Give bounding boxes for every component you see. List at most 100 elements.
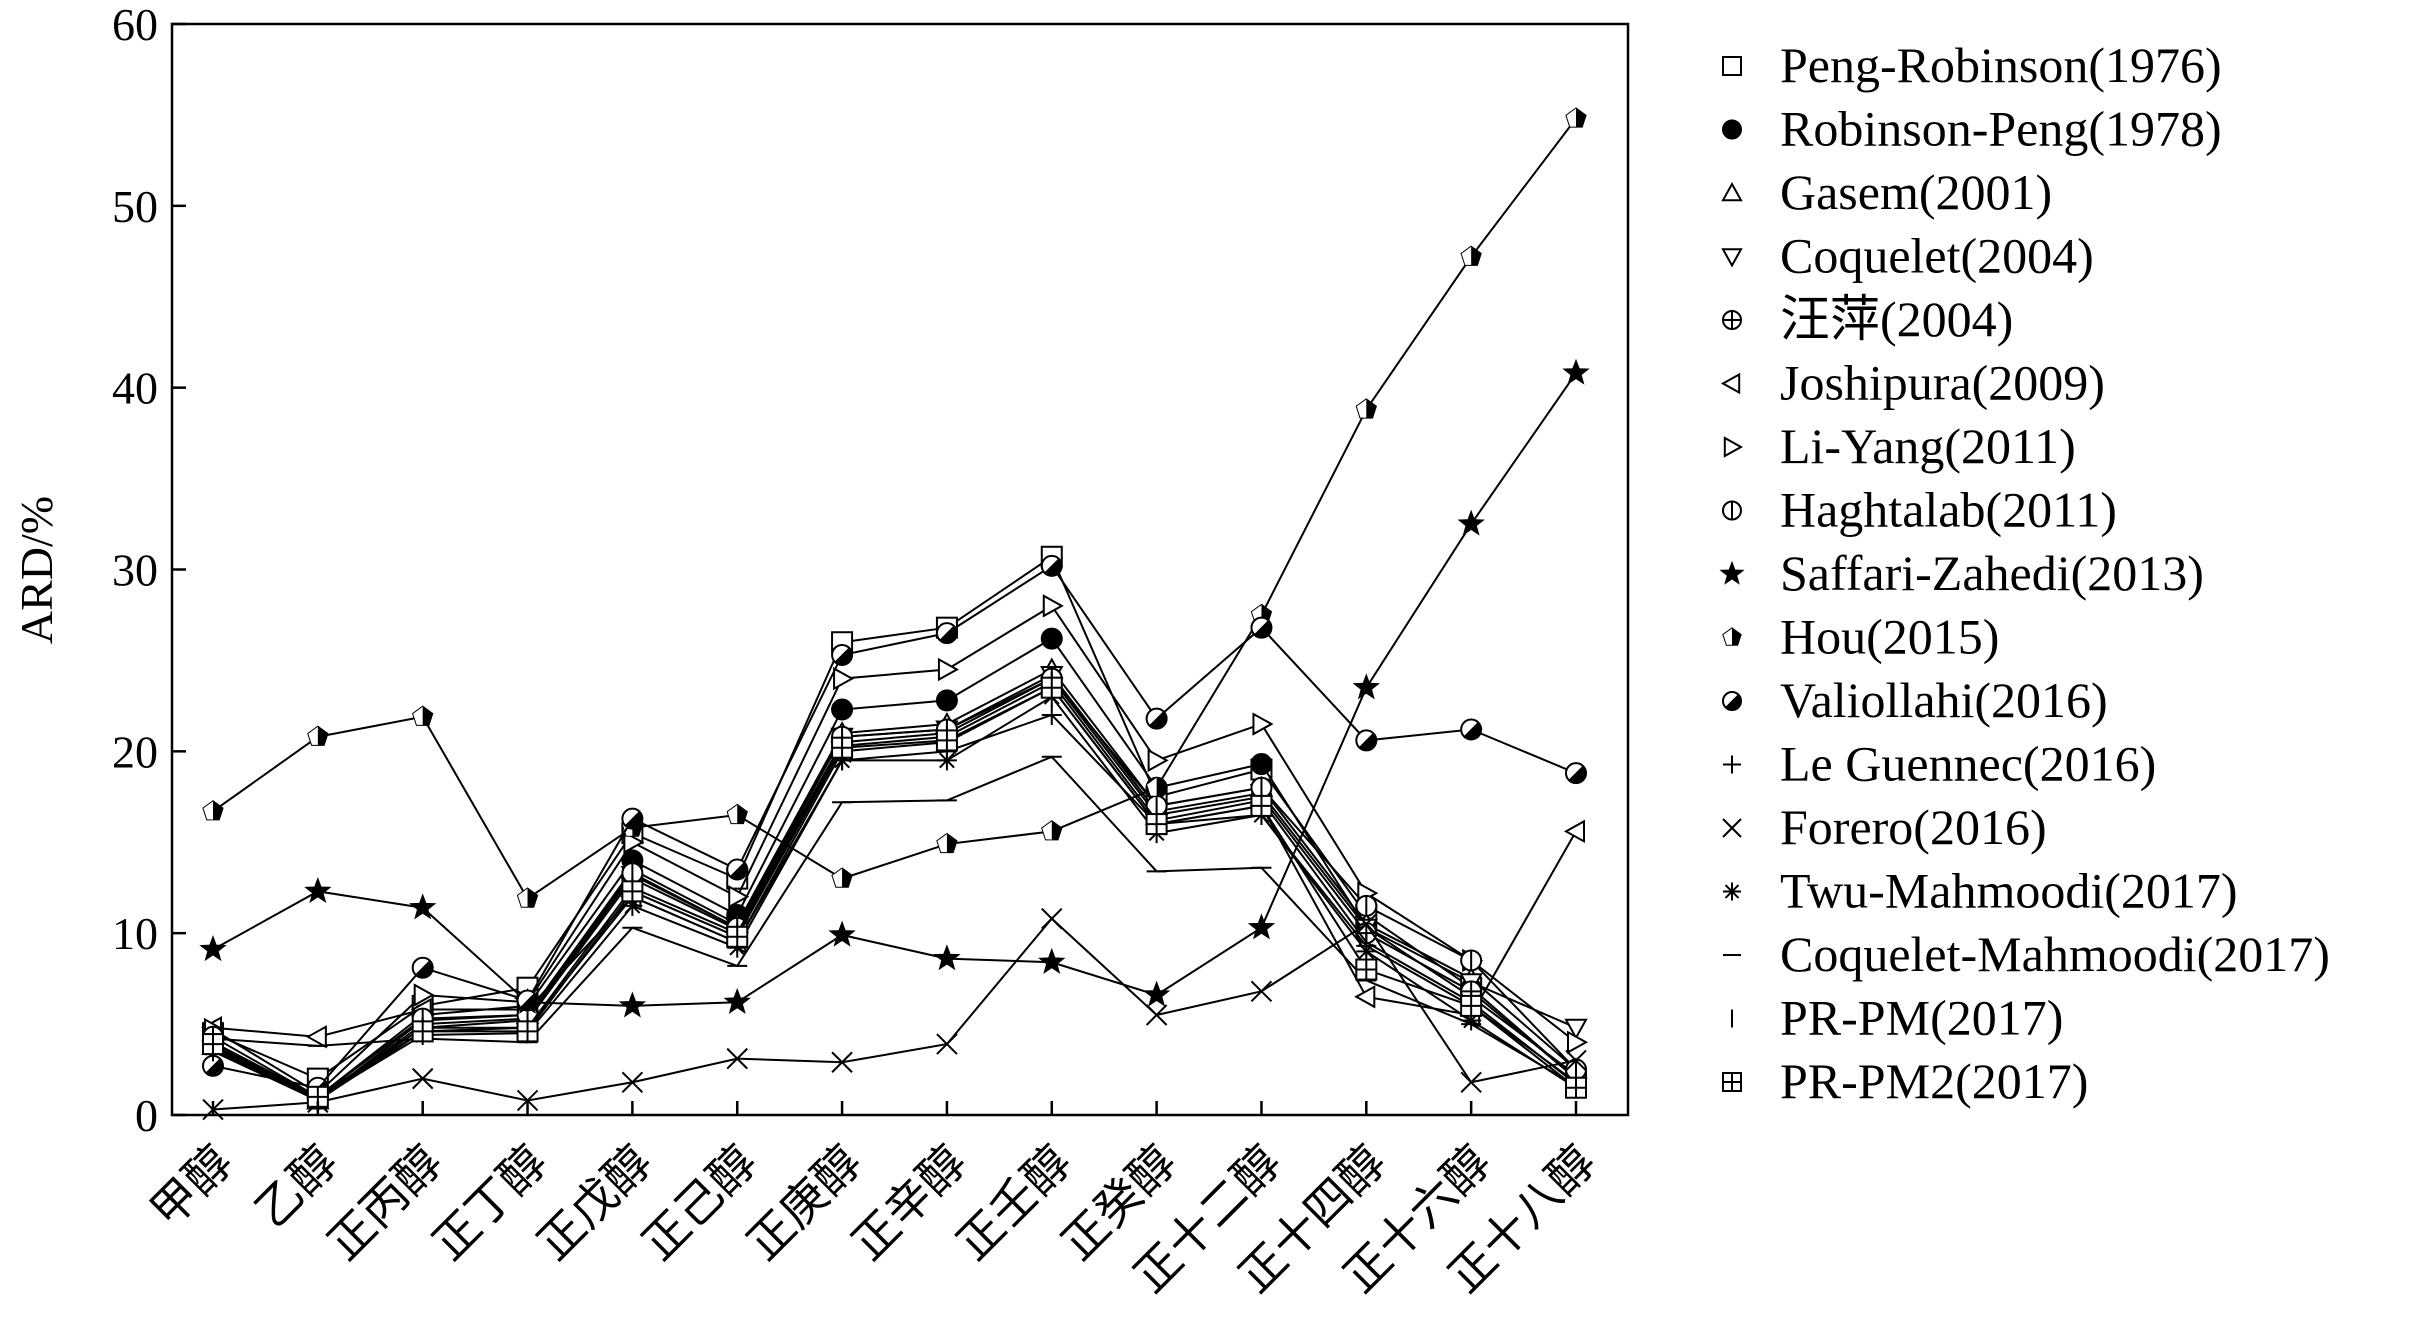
legend-label-12: Le Guennec(2016) (1780, 736, 2156, 792)
legend: Peng-Robinson(1976) Robinson-Peng(1978) Ga… (1719, 37, 2330, 1109)
y-tick-label-5: 40 (112, 363, 158, 414)
series-10-point-7 (831, 867, 853, 888)
series-7-point-14 (1567, 1030, 1589, 1054)
series-7-point-6 (728, 885, 750, 909)
series-17-point-9 (1040, 676, 1063, 699)
series-13-point-12 (1355, 913, 1378, 935)
series-9-point-8 (933, 944, 961, 971)
series-13-point-13 (1460, 1071, 1482, 1093)
series-11-point-9 (1040, 554, 1063, 577)
series-10-point-2 (307, 725, 329, 746)
series-10-point-13 (1460, 245, 1482, 266)
series-line-13 (212, 917, 1577, 1111)
series-9-point-11 (1247, 913, 1276, 940)
series-7-point-5 (623, 830, 645, 854)
series-11-point-14 (1565, 762, 1587, 785)
series-10-point-3 (412, 705, 434, 726)
series-9-point-7 (828, 920, 856, 947)
series-6-point-12 (1354, 985, 1376, 1009)
legend-label-9: Saffari-Zahedi(2013) (1780, 545, 2204, 601)
legend-label-14: Twu-Mahmoodi(2017) (1780, 863, 2238, 919)
series-12-point-9 (1041, 704, 1062, 725)
y-tick-label-3: 20 (112, 726, 158, 777)
legend-marker-7 (1723, 436, 1744, 458)
series-13-point-5 (621, 1071, 644, 1093)
legend-marker-14 (1723, 882, 1741, 901)
series-9-point-14 (1562, 358, 1590, 385)
legend-label-2: Robinson-Peng(1978) (1780, 101, 2222, 157)
series-17-point-3 (411, 1020, 434, 1043)
series-11-point-11 (1250, 616, 1273, 639)
series-9-point-10 (1142, 980, 1171, 1007)
legend-marker-11 (1722, 691, 1742, 711)
series-17-point-13 (1460, 994, 1483, 1017)
series-17-point-4 (516, 1020, 539, 1043)
series-line-9 (212, 372, 1577, 1007)
series-line-6 (212, 686, 1577, 1038)
series-9-point-13 (1457, 509, 1485, 536)
legend-marker-2 (1722, 119, 1742, 140)
series-11-point-4 (516, 989, 539, 1012)
series-9-point-6 (723, 987, 751, 1014)
series-4-point-14 (1564, 1018, 1588, 1040)
series-17-point-10 (1145, 813, 1168, 836)
series-6-point-14 (1563, 819, 1585, 844)
series-8-point-12 (1355, 894, 1378, 917)
series-line-1 (212, 555, 1577, 1080)
series-10-point-8 (936, 832, 958, 854)
series-line-3 (212, 668, 1577, 1102)
series-11-point-8 (935, 622, 958, 645)
x-tick-label-6: 正己醇 (633, 1136, 767, 1270)
series-17-point-11 (1250, 794, 1273, 817)
legend-label-16: PR-PM(2017) (1780, 990, 2063, 1046)
y-axis-title: ARD/% (11, 496, 62, 644)
series-line-14 (212, 695, 1577, 1100)
series-7-point-7 (833, 666, 855, 691)
series-9-point-9 (1038, 947, 1066, 974)
series-10-point-4 (516, 887, 539, 908)
series-9-point-1 (199, 935, 227, 962)
series-17-point-7 (831, 736, 854, 759)
series-2-point-11 (1250, 753, 1273, 776)
series-9-point-12 (1352, 673, 1380, 700)
legend-marker-9 (1719, 560, 1745, 585)
series-11-point-13 (1460, 718, 1483, 741)
legend-label-4: Coquelet(2004) (1780, 228, 2094, 284)
series-11-point-12 (1355, 729, 1378, 752)
legend-label-7: Li-Yang(2011) (1780, 418, 2076, 474)
series-10-point-9 (1041, 820, 1063, 841)
legend-marker-6 (1720, 372, 1741, 395)
legend-label-10: Hou(2015) (1780, 609, 1999, 665)
series-13-point-6 (726, 1047, 748, 1070)
legend-marker-4 (1721, 248, 1743, 268)
series-2-point-9 (1040, 627, 1063, 650)
series-9-point-3 (409, 893, 437, 920)
series-2-point-8 (935, 689, 958, 712)
series-13-point-14 (1565, 1049, 1587, 1072)
series-line-16 (212, 680, 1577, 1098)
series-14-point-8 (936, 750, 957, 771)
series-7-point-11 (1252, 712, 1274, 736)
series-10-point-12 (1355, 398, 1377, 419)
series-11-point-3 (411, 956, 434, 979)
legend-label-3: Gasem(2001) (1780, 164, 2052, 220)
series-9-point-2 (304, 876, 332, 903)
legend-marker-10 (1722, 627, 1742, 646)
legend-label-17: PR-PM2(2017) (1780, 1053, 2088, 1109)
x-tick-label-8: 正辛醇 (842, 1136, 976, 1270)
series-7-point-8 (937, 657, 959, 682)
series-10-point-14 (1565, 107, 1587, 128)
series-line-15 (212, 755, 1577, 1087)
y-tick-label-2: 10 (112, 908, 158, 959)
x-tick-label-9: 正壬醇 (947, 1136, 1081, 1270)
legend-marker-12 (1723, 755, 1741, 774)
series-17-point-12 (1355, 958, 1378, 981)
series-11-point-10 (1145, 707, 1168, 730)
series-6-point-2 (305, 1025, 327, 1049)
series-10-point-10 (1145, 776, 1168, 797)
x-tick-label-5: 正戊醇 (528, 1136, 662, 1270)
legend-marker-13 (1722, 818, 1742, 838)
series-17-point-8 (935, 729, 958, 752)
series-7-point-10 (1147, 748, 1169, 773)
series-11-point-6 (726, 858, 749, 881)
